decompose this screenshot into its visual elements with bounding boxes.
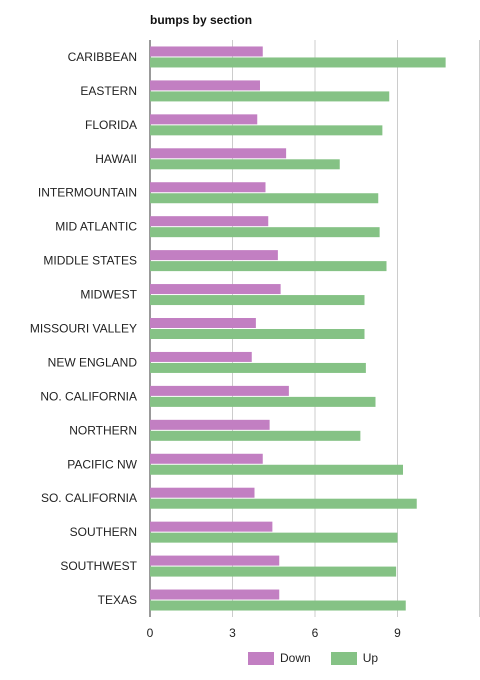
bar-up[interactable] — [150, 57, 446, 68]
bar-down[interactable] — [150, 250, 278, 261]
x-tick-label: 6 — [312, 626, 319, 640]
category-label: MID ATLANTIC — [55, 220, 137, 234]
bar-down[interactable] — [150, 284, 281, 295]
legend-swatch-up — [330, 651, 357, 665]
bar-down[interactable] — [150, 453, 263, 464]
bar-up[interactable] — [150, 362, 366, 373]
chart-title: bumps by section — [150, 13, 252, 27]
bar-down[interactable] — [150, 182, 266, 193]
category-labels: CARIBBEAN EASTERN FLORIDA HAWAII INTERMOUNTA… — [30, 50, 138, 607]
bar-down[interactable] — [150, 216, 269, 227]
category-label: HAWAII — [95, 152, 137, 166]
bar-up[interactable] — [150, 329, 365, 339]
bar-down[interactable] — [150, 114, 258, 125]
category-label: NORTHERN — [69, 423, 137, 437]
category-label: MIDDLE STATES — [43, 254, 137, 268]
bar-down[interactable] — [150, 148, 287, 159]
category-label: INTERMOUNTAIN — [38, 186, 137, 200]
category-label: NEW ENGLAND — [48, 355, 138, 369]
category-label: MIDWEST — [80, 288, 137, 302]
category-label: FLORIDA — [85, 118, 137, 132]
bar-down[interactable] — [150, 589, 280, 600]
category-label: TEXAS — [98, 593, 137, 607]
x-tick-label: 9 — [394, 626, 401, 640]
category-label: EASTERN — [80, 84, 137, 98]
bar-up[interactable] — [150, 600, 406, 611]
bar-up[interactable] — [150, 125, 383, 136]
legend: Down Up — [248, 651, 398, 665]
legend-label-down: Down — [280, 651, 311, 665]
category-label: SOUTHERN — [70, 525, 137, 539]
category-label: NO. CALIFORNIA — [40, 389, 137, 403]
bar-down[interactable] — [150, 351, 252, 362]
category-label: SO. CALIFORNIA — [41, 491, 137, 505]
category-label: SOUTHWEST — [60, 559, 137, 573]
legend-swatch-down — [248, 651, 274, 665]
bar-up[interactable] — [150, 532, 398, 543]
bar-up[interactable] — [150, 91, 390, 102]
bar-up[interactable] — [150, 295, 365, 306]
bar-up[interactable] — [150, 396, 376, 407]
bars — [150, 46, 446, 611]
bar-down[interactable] — [150, 487, 255, 498]
category-label: MISSOURI VALLEY — [30, 322, 137, 336]
legend-item-up[interactable]: Up — [330, 651, 379, 665]
x-tick-label: 0 — [147, 626, 154, 640]
tick-labels: 0 3 6 9 — [147, 626, 402, 640]
x-tick-label: 3 — [229, 626, 236, 640]
bar-down[interactable] — [150, 555, 280, 566]
bar-up[interactable] — [150, 227, 380, 238]
bar-down[interactable] — [150, 385, 289, 396]
legend-label-up: Up — [362, 651, 379, 665]
bar-down[interactable] — [150, 46, 263, 57]
category-label: PACIFIC NW — [67, 457, 137, 471]
category-label: CARIBBEAN — [68, 50, 137, 64]
bar-up[interactable] — [150, 193, 379, 204]
bar-down[interactable] — [150, 521, 273, 532]
bar-up[interactable] — [150, 159, 340, 170]
legend-item-down[interactable]: Down — [248, 651, 311, 665]
bar-down[interactable] — [150, 419, 270, 430]
bar-down[interactable] — [150, 80, 260, 91]
bar-up[interactable] — [150, 430, 361, 441]
bar-up[interactable] — [150, 566, 397, 577]
bar-up[interactable] — [150, 498, 417, 509]
bar-up[interactable] — [150, 464, 403, 475]
bar-up[interactable] — [150, 261, 387, 272]
bar-down[interactable] — [150, 318, 256, 328]
